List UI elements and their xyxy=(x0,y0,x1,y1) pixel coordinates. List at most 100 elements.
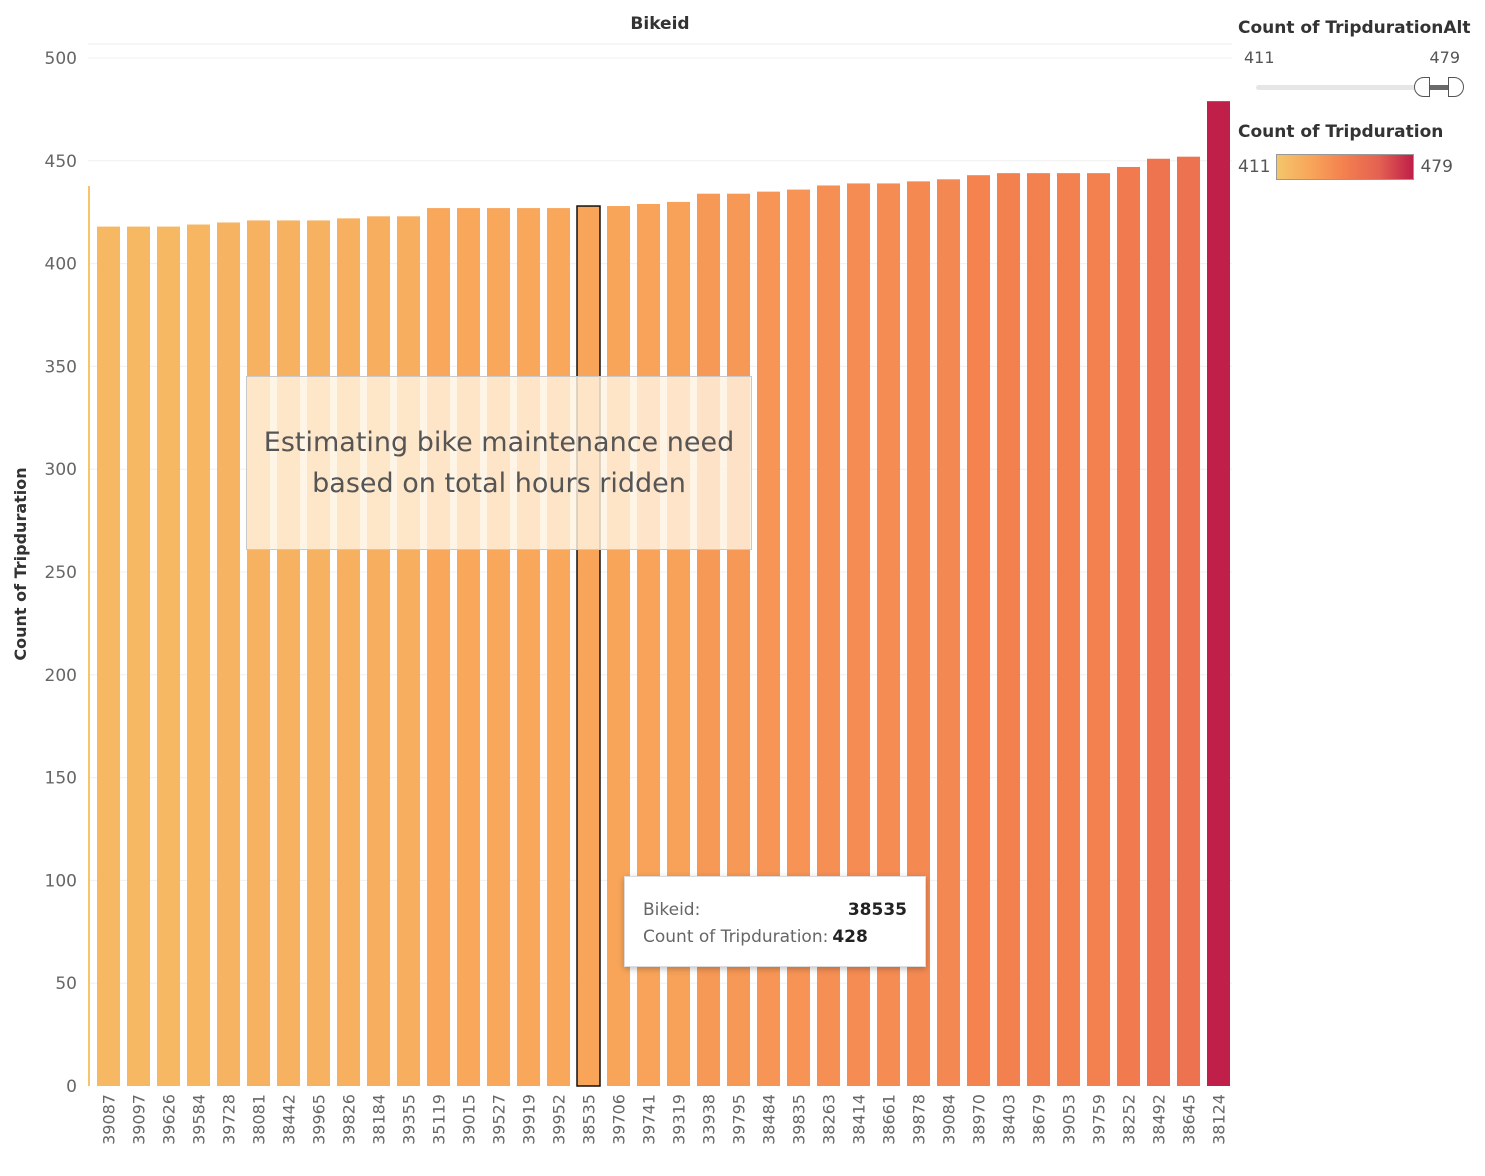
range-filter-values: 411 479 xyxy=(1238,48,1468,67)
color-legend-max: 479 xyxy=(1420,157,1453,177)
x-tick-label: 39952 xyxy=(550,1094,569,1145)
x-tick-label: 38442 xyxy=(280,1094,299,1145)
bar xyxy=(817,185,840,1087)
bar xyxy=(547,208,570,1086)
x-tick-label: 35119 xyxy=(430,1094,449,1145)
x-tick-label: 39826 xyxy=(340,1094,359,1145)
x-tick-label: 39795 xyxy=(730,1094,749,1145)
y-tick-label: 200 xyxy=(45,666,77,686)
y-tick-label: 450 xyxy=(45,152,77,172)
x-tick-label: 39584 xyxy=(190,1094,209,1145)
bar xyxy=(1027,173,1050,1087)
x-tick-label: 39965 xyxy=(310,1094,329,1145)
x-tick-label: 38484 xyxy=(760,1094,779,1145)
chart-title: Bikeid xyxy=(630,14,689,34)
x-tick-label: 39527 xyxy=(490,1094,509,1145)
bar xyxy=(787,189,810,1087)
bar xyxy=(967,175,990,1086)
y-tick-label: 0 xyxy=(66,1077,77,1097)
y-tick-label: 400 xyxy=(45,255,77,275)
slider-min-handle[interactable] xyxy=(1414,77,1430,97)
bar xyxy=(487,208,510,1086)
bar xyxy=(1177,156,1200,1087)
y-tick-label: 500 xyxy=(45,49,77,69)
tooltip-row-bikeid: Bikeid: 38535 xyxy=(643,897,907,924)
x-tick-label: 38414 xyxy=(850,1094,869,1145)
y-axis-label: Count of Tripduration xyxy=(11,467,30,660)
bar xyxy=(1147,158,1170,1086)
bar xyxy=(277,220,300,1086)
bar xyxy=(457,208,480,1086)
x-tick-label: 39706 xyxy=(610,1094,629,1145)
bar xyxy=(97,226,120,1087)
bar xyxy=(1057,173,1080,1087)
bar xyxy=(907,181,930,1087)
bar xyxy=(997,173,1020,1087)
x-tick-label: 39097 xyxy=(130,1094,149,1145)
bar xyxy=(877,183,900,1086)
x-tick-label: 38492 xyxy=(1150,1094,1169,1145)
annotation-box: Estimating bike maintenance need based o… xyxy=(246,376,752,550)
bar xyxy=(937,179,960,1086)
color-ramp xyxy=(1276,154,1415,180)
x-tick-label: 38645 xyxy=(1180,1094,1199,1145)
bar xyxy=(847,183,870,1086)
x-tick-label: 38970 xyxy=(970,1094,989,1145)
slider-max-handle[interactable] xyxy=(1448,77,1464,97)
bar xyxy=(247,220,270,1086)
bar xyxy=(307,220,330,1086)
range-filter-title: Count of TripdurationAlt xyxy=(1238,18,1471,38)
color-legend: Count of Tripduration 411 479 xyxy=(1238,122,1478,180)
x-tick-label: 39759 xyxy=(1090,1094,1109,1145)
bar xyxy=(187,224,210,1086)
tooltip-label-bikeid: Bikeid: xyxy=(643,900,701,920)
slider-selected-range xyxy=(1422,85,1454,90)
x-tick-label: 38403 xyxy=(1000,1094,1019,1145)
tooltip-row-count: Count of Tripduration: 428 xyxy=(643,924,907,951)
x-tick-label: 38535 xyxy=(580,1094,599,1145)
annotation-line-1: Estimating bike maintenance need xyxy=(263,427,735,458)
bar xyxy=(1117,166,1140,1086)
bar xyxy=(397,216,420,1086)
bar xyxy=(337,218,360,1087)
bar xyxy=(427,208,450,1086)
color-legend-min: 411 xyxy=(1238,157,1271,177)
bar xyxy=(757,191,780,1086)
x-tick-label: 39919 xyxy=(520,1094,539,1145)
color-legend-title: Count of Tripduration xyxy=(1238,122,1444,142)
range-filter-min: 411 xyxy=(1244,48,1275,67)
color-ramp-row: 411 479 xyxy=(1238,154,1478,180)
range-slider[interactable] xyxy=(1238,77,1468,97)
bar xyxy=(217,222,240,1087)
bar xyxy=(127,226,150,1087)
x-tick-label: 38661 xyxy=(880,1094,899,1145)
x-tick-label: 39087 xyxy=(100,1094,119,1145)
x-tick-label: 39319 xyxy=(670,1094,689,1145)
x-tick-label: 39835 xyxy=(790,1094,809,1145)
bar xyxy=(157,226,180,1087)
x-tick-label: 39355 xyxy=(400,1094,419,1145)
tooltip-value-bikeid: 38535 xyxy=(847,900,907,920)
x-tick-label: 38081 xyxy=(250,1094,269,1145)
tooltip-label-count: Count of Tripduration: xyxy=(643,927,829,947)
x-tick-label: 38184 xyxy=(370,1094,389,1145)
annotation-line-2: based on total hours ridden xyxy=(312,468,686,499)
x-tick-label: 39053 xyxy=(1060,1094,1079,1145)
x-tick-label: 39084 xyxy=(940,1094,959,1145)
bar xyxy=(367,216,390,1086)
x-tick-label: 38252 xyxy=(1120,1094,1139,1145)
x-tick-label: 39728 xyxy=(220,1094,239,1145)
x-tick-label: 33938 xyxy=(700,1094,719,1145)
bar xyxy=(517,208,540,1086)
bar xyxy=(1087,173,1110,1087)
tooltip: Bikeid: 38535 Count of Tripduration: 428 xyxy=(624,876,926,967)
y-tick-label: 50 xyxy=(55,974,77,994)
slider-rail xyxy=(1256,85,1462,90)
bar xyxy=(1207,101,1230,1086)
x-tick-label: 38263 xyxy=(820,1094,839,1145)
x-tick-label: 39015 xyxy=(460,1094,479,1145)
y-tick-label: 250 xyxy=(45,563,77,583)
x-tick-label: 38679 xyxy=(1030,1094,1049,1145)
x-tick-label: 39626 xyxy=(160,1094,179,1145)
